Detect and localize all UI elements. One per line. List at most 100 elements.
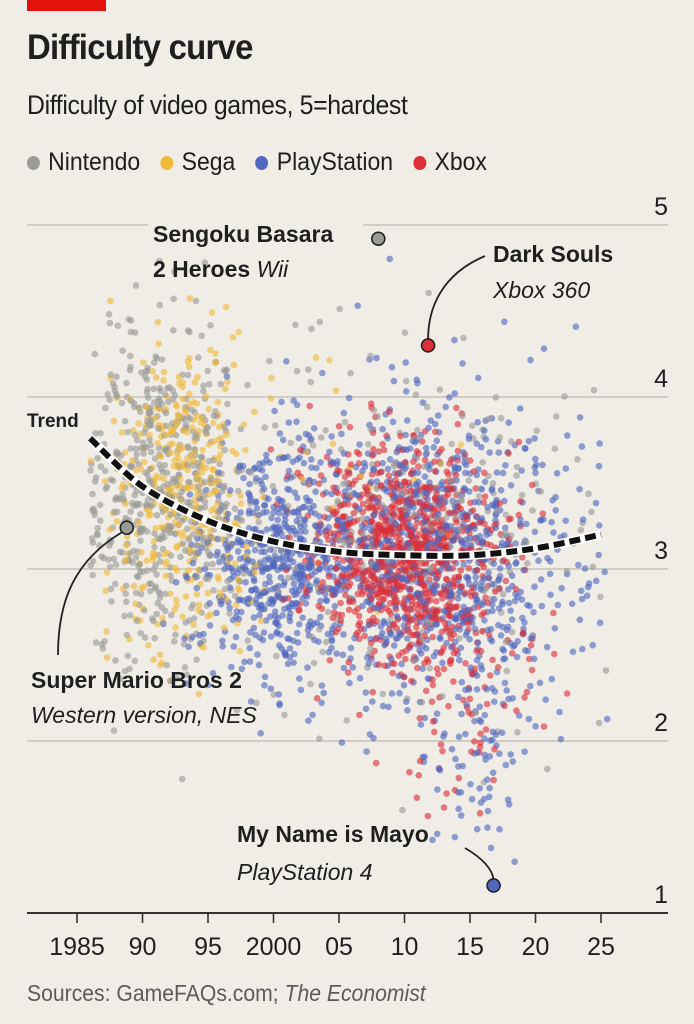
leader-line bbox=[57, 530, 124, 656]
data-point bbox=[335, 530, 342, 538]
data-point bbox=[401, 329, 409, 337]
data-point bbox=[336, 305, 344, 313]
data-point bbox=[489, 480, 497, 487]
data-point bbox=[285, 574, 292, 582]
data-point bbox=[349, 480, 356, 488]
data-point bbox=[529, 632, 537, 639]
data-point bbox=[244, 637, 252, 644]
data-point bbox=[393, 573, 401, 581]
data-point bbox=[197, 521, 205, 529]
data-point bbox=[262, 473, 269, 481]
data-point bbox=[390, 642, 398, 649]
data-point bbox=[412, 391, 420, 399]
data-point bbox=[519, 554, 526, 561]
data-point bbox=[484, 824, 491, 831]
data-point bbox=[226, 554, 234, 562]
data-point bbox=[523, 520, 530, 528]
data-point bbox=[141, 634, 149, 641]
data-point bbox=[491, 698, 498, 705]
data-point bbox=[422, 608, 430, 615]
data-point bbox=[290, 659, 297, 666]
data-point bbox=[374, 521, 382, 528]
data-point bbox=[204, 612, 212, 620]
data-point bbox=[223, 500, 230, 508]
data-point bbox=[415, 450, 423, 457]
data-point bbox=[127, 328, 135, 336]
data-point bbox=[424, 613, 432, 620]
data-point bbox=[515, 511, 523, 519]
data-point bbox=[397, 536, 404, 543]
data-point bbox=[421, 473, 429, 481]
x-tick-label: 90 bbox=[129, 933, 157, 961]
data-point bbox=[347, 532, 354, 539]
data-point bbox=[134, 573, 142, 581]
data-point bbox=[312, 488, 319, 496]
data-point bbox=[157, 661, 164, 669]
data-point bbox=[122, 556, 129, 564]
data-point bbox=[450, 678, 457, 685]
data-point bbox=[146, 465, 154, 473]
data-point bbox=[468, 748, 475, 755]
data-point bbox=[102, 587, 109, 595]
data-point bbox=[372, 759, 380, 767]
data-point bbox=[291, 591, 298, 599]
data-point bbox=[408, 616, 416, 623]
data-point bbox=[156, 453, 164, 460]
data-point bbox=[322, 489, 330, 496]
data-point bbox=[425, 424, 432, 432]
data-point bbox=[173, 483, 181, 491]
data-point bbox=[156, 485, 163, 493]
data-point bbox=[112, 496, 119, 504]
data-point bbox=[516, 405, 524, 412]
data-point bbox=[174, 411, 182, 419]
data-point bbox=[208, 309, 216, 316]
data-point bbox=[424, 495, 431, 503]
legend: Nintendo Sega PlayStation Xbox bbox=[27, 148, 507, 177]
data-point bbox=[433, 830, 441, 838]
data-point bbox=[169, 440, 176, 447]
data-point bbox=[163, 422, 170, 430]
data-point bbox=[461, 589, 469, 597]
data-point bbox=[166, 524, 173, 532]
data-point bbox=[194, 373, 201, 381]
data-point bbox=[329, 440, 337, 448]
data-point bbox=[275, 583, 282, 590]
data-point bbox=[145, 507, 153, 514]
data-point bbox=[235, 596, 242, 604]
data-point bbox=[364, 654, 371, 661]
data-point bbox=[373, 618, 381, 625]
data-point bbox=[603, 715, 611, 723]
data-point bbox=[327, 458, 335, 465]
data-point bbox=[206, 622, 214, 629]
data-point bbox=[160, 368, 168, 376]
data-point bbox=[135, 420, 142, 427]
data-point bbox=[262, 617, 270, 624]
data-point bbox=[556, 708, 563, 716]
data-point bbox=[341, 533, 349, 540]
data-point bbox=[501, 679, 509, 687]
data-point bbox=[343, 717, 351, 724]
data-point bbox=[392, 603, 399, 611]
data-point bbox=[378, 482, 385, 489]
data-point bbox=[437, 529, 445, 537]
data-point bbox=[561, 393, 568, 400]
data-point bbox=[204, 424, 212, 431]
data-point bbox=[350, 518, 358, 526]
data-point bbox=[140, 359, 147, 366]
data-point bbox=[384, 465, 392, 473]
data-point bbox=[167, 449, 175, 457]
data-point bbox=[286, 617, 294, 625]
data-point bbox=[207, 322, 214, 329]
data-point bbox=[504, 796, 512, 803]
data-point bbox=[490, 560, 498, 567]
data-point bbox=[468, 422, 476, 430]
data-point bbox=[234, 548, 242, 555]
data-point bbox=[103, 628, 110, 635]
data-point bbox=[252, 525, 259, 533]
data-point bbox=[145, 642, 152, 649]
data-point bbox=[355, 538, 362, 545]
data-point bbox=[255, 518, 262, 526]
data-point bbox=[243, 543, 250, 550]
data-point bbox=[561, 532, 568, 539]
data-point bbox=[339, 513, 347, 520]
